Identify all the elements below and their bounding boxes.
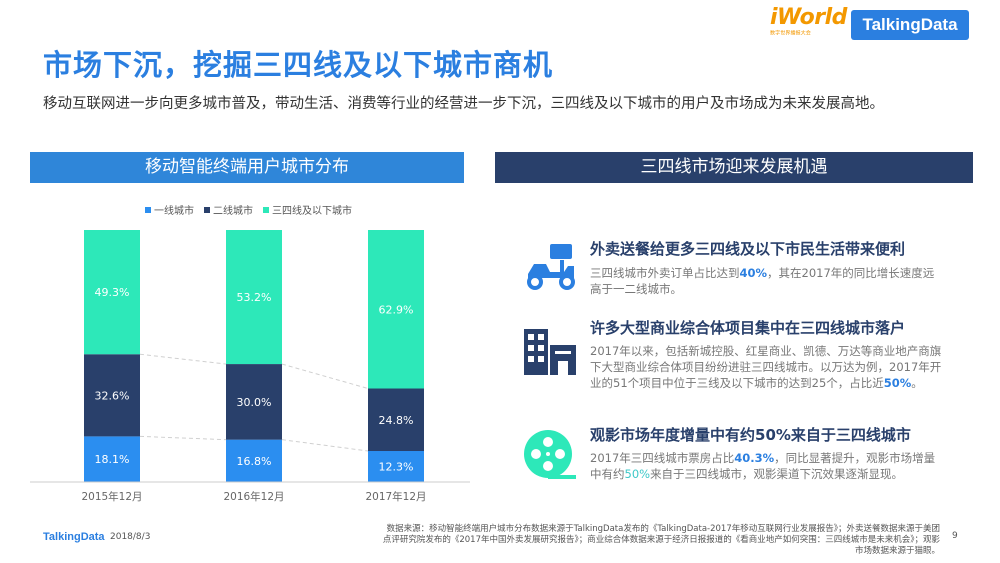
item-takeaway-text-post: ，其在2017年的同比增长速度远高于一二线城市。 <box>590 266 935 296</box>
item-takeaway: 外卖送餐给更多三四线及以下市民生活带来便利 三四线城市外卖订单占比达到40%，其… <box>520 238 970 308</box>
data-label-tier1-0: 18.1% <box>95 453 130 466</box>
legend-swatch-tier1 <box>145 206 151 213</box>
bar-tier34-1 <box>226 230 282 365</box>
item-movie: 观影市场年度增量中有约50%来自于三四线城市 2017年三四线城市票房占比40.… <box>520 424 970 504</box>
footer-date: 2018/8/3 <box>110 532 151 542</box>
item-takeaway-highlight: 40% <box>739 266 768 280</box>
chart-legend: 一线城市 二线城市 三四线及以下城市 <box>145 202 352 217</box>
data-label-tier1-1: 16.8% <box>237 455 272 468</box>
data-label-tier1-2: 12.3% <box>379 461 414 474</box>
bar-tier34-0 <box>84 230 140 355</box>
buildings-icon <box>524 329 576 375</box>
item-commercial-highlight: 50% <box>883 376 912 390</box>
connector-line <box>281 439 369 452</box>
data-label-tier2-1: 30.0% <box>237 396 272 409</box>
legend-label-tier1: 一线城市 <box>154 206 194 217</box>
legend-label-tier34: 三四线及以下城市 <box>272 206 352 217</box>
item-takeaway-text: 三四线城市外卖订单占比达到40%，其在2017年的同比增长速度远高于一二线城市。 <box>590 265 945 297</box>
page-number: 9 <box>952 531 958 541</box>
bar-tier1-1 <box>226 439 282 482</box>
iworld-logo-text: iWorld <box>770 5 847 30</box>
page-subtitle: 移动互联网进一步向更多城市普及，带动生活、消费等行业的经营进一步下沉，三四线及以… <box>43 96 884 112</box>
connector-line <box>139 435 227 441</box>
x-tick-label-2: 2017年12月 <box>365 490 426 503</box>
right-section-header: 三四线市场迎来发展机遇 <box>495 152 973 183</box>
legend-item-tier34: 三四线及以下城市 <box>263 202 352 217</box>
item-movie-highlight-2: 50% <box>624 467 651 481</box>
item-commercial: 许多大型商业综合体项目集中在三四线城市落户 2017年以来，包括新城控股、红星商… <box>520 317 970 407</box>
item-takeaway-text-pre: 三四线城市外卖订单占比达到 <box>590 266 740 280</box>
x-tick-label-1: 2016年12月 <box>223 490 284 503</box>
item-movie-highlight-1: 40.3% <box>734 451 775 465</box>
footer-source: 数据来源：移动智能终端用户城市分布数据来源于TalkingData发布的《Tal… <box>382 524 940 556</box>
footer-logo: TalkingData <box>43 531 105 543</box>
film-reel-icon <box>524 430 576 479</box>
legend-item-tier1: 一线城市 <box>145 202 194 217</box>
bar-tier2-1 <box>226 364 282 440</box>
bar-tier1-2 <box>368 451 424 482</box>
bar-tier2-2 <box>368 388 424 452</box>
bar-tier1-0 <box>84 436 140 482</box>
connector-line <box>281 363 369 389</box>
scooter-icon <box>527 244 575 290</box>
legend-swatch-tier2 <box>204 206 210 213</box>
legend-swatch-tier34 <box>263 206 269 213</box>
item-movie-text-pre: 2017年三四线城市票房占比 <box>590 451 735 465</box>
legend-item-tier2: 二线城市 <box>204 202 253 217</box>
item-movie-title: 观影市场年度增量中有约50%来自于三四线城市 <box>590 426 911 444</box>
page-title: 市场下沉，挖掘三四线及以下城市商机 <box>43 48 554 82</box>
data-label-tier34-0: 49.3% <box>95 286 130 299</box>
data-label-tier34-2: 62.9% <box>379 303 414 316</box>
iworld-logo-subtext: 数字世界播报大会 <box>770 30 811 36</box>
bar-tier34-2 <box>368 230 424 389</box>
item-takeaway-title: 外卖送餐给更多三四线及以下市民生活带来便利 <box>590 240 906 258</box>
data-label-tier2-2: 24.8% <box>379 414 414 427</box>
item-commercial-text: 2017年以来，包括新城控股、红星商业、凯德、万达等商业地产商旗下大型商业综合体… <box>590 343 945 391</box>
item-commercial-text-post: 。 <box>911 376 923 390</box>
talkingdata-logo: TalkingData <box>851 10 969 40</box>
item-movie-text-post: 来自于三四线城市，观影渠道下沉效果逐渐显现。 <box>650 467 904 481</box>
legend-label-tier2: 二线城市 <box>213 206 253 217</box>
iworld-logo: iWorld 数字世界播报大会 <box>770 5 847 42</box>
item-commercial-text-pre: 2017年以来，包括新城控股、红星商业、凯德、万达等商业地产商旗下大型商业综合体… <box>590 344 942 390</box>
x-tick-label-0: 2015年12月 <box>81 490 142 503</box>
item-movie-text-mid: ，同比显著提升，观影市场增量中有约 <box>590 451 936 481</box>
bar-tier2-0 <box>84 354 140 437</box>
data-label-tier2-0: 32.6% <box>95 389 130 402</box>
left-section-header: 移动智能终端用户城市分布 <box>30 152 464 183</box>
data-label-tier34-1: 53.2% <box>237 291 272 304</box>
item-commercial-title: 许多大型商业综合体项目集中在三四线城市落户 <box>590 319 906 337</box>
connector-line <box>139 353 227 365</box>
item-movie-text: 2017年三四线城市票房占比40.3%，同比显著提升，观影市场增量中有约50%来… <box>590 450 945 482</box>
city-distribution-chart: 18.1% 32.6% 49.3% 2015年12月 16.8% 30.0% 53.2% 20… <box>30 230 470 503</box>
